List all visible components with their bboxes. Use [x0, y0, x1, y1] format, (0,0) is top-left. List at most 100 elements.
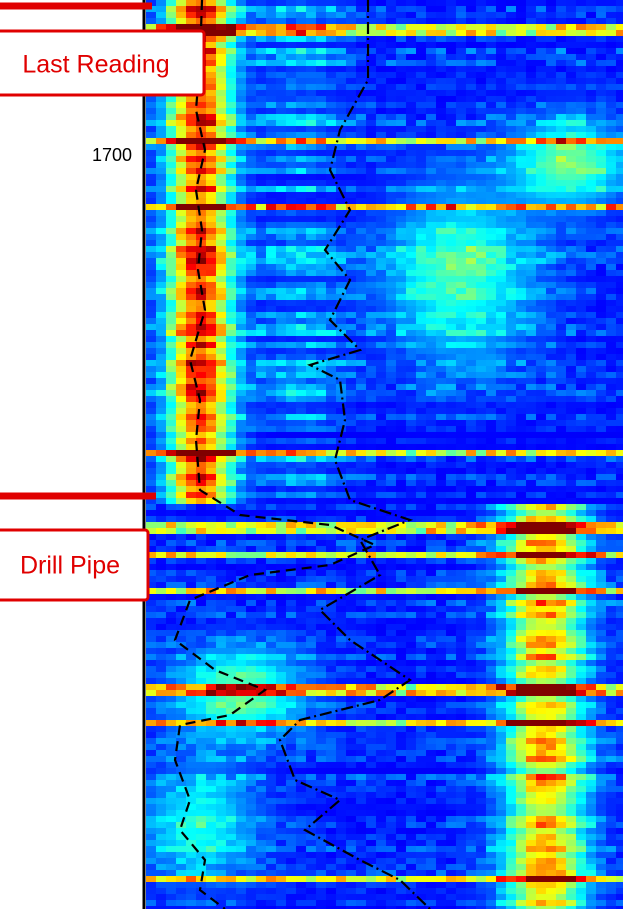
heat-cell [276, 600, 287, 607]
heat-cell [546, 30, 557, 37]
heat-cell [216, 264, 227, 271]
heat-cell [536, 186, 547, 193]
heat-cell [556, 534, 567, 541]
heat-cell [416, 24, 427, 31]
heat-cell [326, 78, 337, 85]
heat-cell [406, 222, 417, 229]
heat-cell [616, 156, 623, 163]
heat-cell [326, 366, 337, 373]
heat-cell [276, 486, 287, 493]
heat-cell [376, 120, 387, 127]
heat-cell [436, 318, 447, 325]
heat-cell [296, 54, 307, 61]
heat-cell [206, 246, 217, 253]
heat-cell [276, 180, 287, 187]
heat-cell [346, 96, 357, 103]
heat-cell [616, 102, 623, 109]
heat-cell [396, 6, 407, 13]
heat-cell [476, 402, 487, 409]
heat-cell [286, 276, 297, 283]
heat-cell [306, 12, 317, 19]
heat-cell [316, 66, 327, 73]
heat-cell [516, 240, 527, 247]
heat-cell [276, 132, 287, 139]
heat-cell [416, 252, 427, 259]
heat-cell [346, 36, 357, 43]
heat-cell [286, 288, 297, 295]
heat-cell [526, 522, 537, 529]
heat-cell [366, 462, 377, 469]
heat-cell [526, 276, 537, 283]
heat-cell [316, 522, 327, 529]
heat-cell [506, 438, 517, 445]
heat-cell [426, 546, 437, 553]
heat-cell [256, 504, 267, 511]
heat-cell [146, 450, 157, 457]
heat-cell [236, 552, 247, 559]
heat-cell [456, 18, 467, 25]
heat-cell [326, 516, 337, 523]
heat-cell [426, 444, 437, 451]
heat-cell [206, 522, 217, 529]
heat-cell [496, 318, 507, 325]
heat-cell [606, 372, 617, 379]
heat-cell [406, 582, 417, 589]
heat-cell [336, 42, 347, 49]
heat-cell [156, 510, 167, 517]
heat-cell [196, 498, 207, 505]
heat-cell [536, 54, 547, 61]
heat-cell [146, 282, 157, 289]
heat-cell [396, 456, 407, 463]
heat-cell [306, 432, 317, 439]
heat-cell [426, 366, 437, 373]
heat-cell [466, 540, 477, 547]
heat-cell [376, 30, 387, 37]
heat-cell [576, 582, 587, 589]
heat-cell [256, 306, 267, 313]
heat-cell [176, 450, 187, 457]
heat-cell [426, 288, 437, 295]
heat-cell [476, 192, 487, 199]
heat-cell [396, 516, 407, 523]
heat-cell [266, 168, 277, 175]
heat-cell [466, 612, 477, 619]
heat-cell [386, 414, 397, 421]
heat-cell [156, 438, 167, 445]
heat-cell [586, 132, 597, 139]
heat-cell [276, 618, 287, 625]
heat-cell [226, 330, 237, 337]
heat-cell [586, 150, 597, 157]
heat-cell [216, 408, 227, 415]
heat-cell [566, 150, 577, 157]
heat-cell [346, 300, 357, 307]
heat-cell [446, 270, 457, 277]
heat-cell [296, 30, 307, 37]
heat-cell [596, 612, 607, 619]
heat-cell [576, 204, 587, 211]
heat-cell [566, 594, 577, 601]
heat-cell [466, 468, 477, 475]
heat-cell [286, 420, 297, 427]
heat-cell [406, 204, 417, 211]
heat-cell [486, 246, 497, 253]
heat-cell [406, 570, 417, 577]
heat-cell [556, 24, 567, 31]
heat-cell [366, 12, 377, 19]
heat-cell [156, 456, 167, 463]
heat-cell [476, 582, 487, 589]
heat-cell [156, 252, 167, 259]
heat-cell [456, 462, 467, 469]
heat-cell [566, 294, 577, 301]
heat-cell [616, 366, 623, 373]
heat-cell [446, 372, 457, 379]
heat-cell [396, 318, 407, 325]
heat-cell [606, 546, 617, 553]
heat-cell [596, 162, 607, 169]
heat-cell [466, 534, 477, 541]
heat-cell [476, 336, 487, 343]
heat-cell [536, 516, 547, 523]
heat-cell [226, 522, 237, 529]
heat-cell [176, 264, 187, 271]
heat-cell [176, 192, 187, 199]
heat-cell [516, 300, 527, 307]
